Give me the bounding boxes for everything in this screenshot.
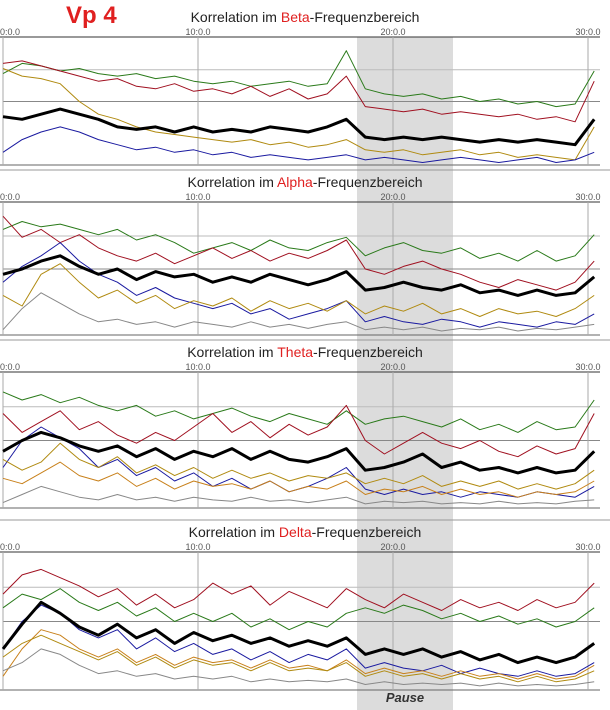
subject-title: Vp 4 xyxy=(66,2,117,29)
series-line-blue xyxy=(2,126,595,163)
panel-title-band: Alpha xyxy=(276,174,313,190)
series-line-mean xyxy=(2,254,596,297)
pause-band xyxy=(357,37,453,710)
x-tick-label: 10:0.0 xyxy=(185,362,210,372)
panel-title-prefix: Korrelation im xyxy=(187,344,278,360)
series-line-green xyxy=(2,588,595,631)
series-line-blue xyxy=(2,604,595,677)
series-line-green xyxy=(2,221,595,262)
panel-title-prefix: Korrelation im xyxy=(187,174,277,190)
panel-title-prefix: Korrelation im xyxy=(188,524,279,540)
panel-title-suffix: -Frequenzbereich xyxy=(311,524,422,540)
series-line-red xyxy=(2,215,595,291)
series-line-orange xyxy=(2,461,595,498)
x-tick-label: 20:0.0 xyxy=(380,27,405,37)
series-line-green xyxy=(2,50,595,108)
panel-title-alpha: Korrelation im Alpha-Frequenzbereich xyxy=(0,174,610,190)
x-tick-label: 20:0.0 xyxy=(380,542,405,552)
x-tick-label: 10:0.0 xyxy=(185,27,210,37)
series-line-grey xyxy=(2,485,595,505)
panel-title-suffix: -Frequenzbereich xyxy=(309,9,420,25)
x-tick-label: 10:0.0 xyxy=(185,192,210,202)
panel-title-beta: Korrelation im Beta-Frequenzbereich xyxy=(0,9,610,25)
series-line-green xyxy=(2,391,595,433)
x-tick-label: 30:0.0 xyxy=(575,192,600,202)
series-line-orange xyxy=(2,629,595,680)
series-line-mean xyxy=(2,107,596,147)
series-line-gold xyxy=(2,442,595,490)
x-tick-label: 30:0.0 xyxy=(575,542,600,552)
panel-title-band: Delta xyxy=(278,524,312,540)
panel-title-band: Theta xyxy=(277,344,314,360)
series-line-red xyxy=(2,60,595,123)
series-line-gold xyxy=(2,634,595,683)
series-line-blue xyxy=(2,242,595,328)
panel-title-band: Beta xyxy=(280,9,310,25)
series-line-gold xyxy=(2,263,595,317)
series-line-red xyxy=(2,568,595,611)
x-tick-label: 20:0.0 xyxy=(380,362,405,372)
x-tick-label: 30:0.0 xyxy=(575,27,600,37)
series-line-mean xyxy=(2,430,596,475)
series-line-gold xyxy=(2,68,595,161)
panel-title-prefix: Korrelation im xyxy=(190,9,281,25)
series-line-mean xyxy=(1,600,596,665)
panel-title-suffix: -Frequenzbereich xyxy=(312,174,423,190)
x-tick-label: 20:0.0 xyxy=(380,192,405,202)
series-line-grey xyxy=(2,292,595,332)
series-line-red xyxy=(2,404,595,458)
panel-title-delta: Korrelation im Delta-Frequenzbereich xyxy=(0,524,610,540)
x-tick-label: 0:0.0 xyxy=(0,362,20,372)
x-tick-label: 0:0.0 xyxy=(0,27,20,37)
pause-label: Pause xyxy=(385,690,425,705)
x-tick-label: 10:0.0 xyxy=(185,542,210,552)
x-tick-label: 0:0.0 xyxy=(0,542,20,552)
panel-title-theta: Korrelation im Theta-Frequenzbereich xyxy=(0,344,610,360)
x-tick-label: 0:0.0 xyxy=(0,192,20,202)
x-tick-label: 30:0.0 xyxy=(575,362,600,372)
panel-title-suffix: -Frequenzbereich xyxy=(313,344,423,360)
series-line-grey xyxy=(2,648,595,687)
